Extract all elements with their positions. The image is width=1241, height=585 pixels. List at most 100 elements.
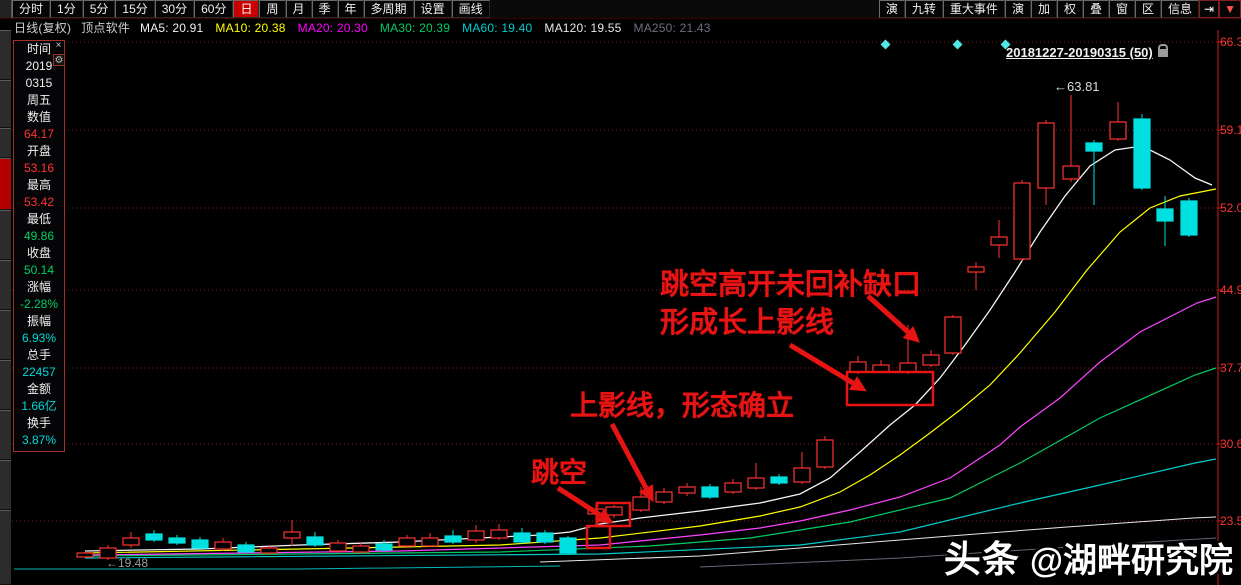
period-toolbar: 分时 1分 5分 15分 30分 60分日周月季年多周期 设置 画线 演九转 重大事件演加权叠窗… [0, 0, 1241, 19]
tool-button-权[interactable]: 权 [1056, 0, 1083, 18]
quote-row: 振幅 [26, 314, 51, 328]
candle-body [678, 486, 696, 494]
annotation-arrow [556, 485, 602, 518]
annotation-arrowhead [595, 508, 614, 524]
candle-body [283, 531, 301, 539]
edge-strip-segment[interactable] [0, 80, 11, 128]
edge-strip-segment[interactable] [0, 30, 11, 80]
tool-buttons: 演九转 重大事件演加权叠窗区信息 [878, 0, 1200, 18]
candle-body [724, 482, 742, 493]
axis-tick-label: 52.0 [1220, 201, 1241, 215]
quote-row: 数值 [26, 110, 51, 124]
candle-body [747, 477, 765, 489]
candle-body [421, 537, 439, 547]
period-button-多周期[interactable]: 多周期 [363, 0, 414, 18]
quote-rows: 时间 2019 0315 周五 数值 64.17 开盘 53.16 最高 53.42 最低 49.86… [14, 41, 64, 449]
candle-body [1013, 182, 1031, 260]
candle-body [1085, 142, 1103, 152]
close-icon[interactable]: × [55, 40, 62, 51]
edge-strip-active-segment[interactable] [0, 158, 11, 210]
quote-row: 2019 [25, 59, 53, 73]
axis-tick-label: 44.9 [1220, 283, 1241, 297]
edge-strip-segment[interactable] [0, 210, 11, 260]
axis-tick-label: 37.7 [1220, 361, 1241, 375]
edge-strip-segment[interactable] [0, 260, 11, 310]
period-button-1分[interactable]: 1分 [50, 0, 83, 18]
annotation-arrow [788, 342, 855, 386]
left-edge-strip[interactable] [0, 30, 11, 585]
diamond-marker [952, 39, 963, 50]
watermark-handle: @湖畔研究院 [1029, 542, 1233, 580]
edge-strip-segment[interactable] [0, 410, 11, 460]
chart-title: 日线(复权) [14, 21, 72, 35]
edge-strip-segment[interactable] [0, 360, 11, 410]
tool-button-窗[interactable]: 窗 [1109, 0, 1136, 18]
watermark-brand: 头条 [943, 539, 1020, 580]
gear-icon[interactable]: ⚙ [53, 54, 65, 66]
tool-button-演[interactable]: 演 [878, 0, 905, 18]
tool-button-加[interactable]: 加 [1030, 0, 1057, 18]
period-button-设置[interactable]: 设置 [413, 0, 452, 18]
tool-button-演[interactable]: 演 [1004, 0, 1031, 18]
edge-strip-segment[interactable] [0, 460, 11, 510]
ma-value: MA10: 20.38 [215, 20, 286, 35]
candle-body [99, 547, 117, 559]
quote-row: 0315 [25, 76, 53, 90]
quote-row: 金额 [26, 382, 51, 396]
axis-tick-label: 66.3 [1220, 35, 1241, 49]
period-button-年[interactable]: 年 [337, 0, 364, 18]
period-button-月[interactable]: 月 [285, 0, 312, 18]
period-button-分时[interactable]: 分时 [12, 0, 51, 18]
quote-row: 6.93% [21, 331, 57, 345]
candle-body [490, 529, 508, 539]
tool-button-区[interactable]: 区 [1135, 0, 1162, 18]
tool-button-重大事件[interactable]: 重大事件 [942, 0, 1005, 18]
period-button-日[interactable]: 日 [233, 0, 260, 18]
annotation-arrowhead [638, 484, 654, 503]
edge-strip-segment[interactable] [0, 310, 11, 360]
candle-body [990, 236, 1008, 246]
candle-body [76, 552, 94, 558]
ma-value: MA30: 20.39 [379, 20, 451, 35]
ma-value: MA5: 20.91 [140, 20, 204, 35]
period-button-季[interactable]: 季 [311, 0, 338, 18]
candle-body [967, 266, 985, 273]
ma-value: MA20: 20.30 [297, 20, 368, 35]
edge-strip-segment[interactable] [0, 128, 11, 158]
candle-body [632, 496, 650, 511]
date-range-label[interactable]: 20181227-20190315 (50) [1006, 44, 1168, 60]
candle-body [922, 354, 940, 366]
candle-body [605, 506, 623, 516]
period-button-15分[interactable]: 15分 [115, 0, 155, 18]
period-button-30分[interactable]: 30分 [154, 0, 195, 18]
candle-body [793, 467, 811, 483]
period-button-5分[interactable]: 5分 [82, 0, 116, 18]
quote-row: 53.16 [23, 161, 55, 175]
period-buttons: 分时 1分 5分 15分 30分 60分日周月季年多周期 设置 画线 [12, 0, 490, 18]
quote-row: 换手 [26, 416, 51, 430]
quote-info-panel[interactable]: 时间 2019 0315 周五 数值 64.17 开盘 53.16 最高 53.42 最低 49.86… [13, 40, 65, 452]
candle-body [655, 491, 673, 503]
annotation-gap: 跳空 [531, 457, 588, 488]
tool-button-信息[interactable]: 信息 [1161, 0, 1200, 18]
tab-right-icon[interactable]: ⇥ [1199, 0, 1220, 18]
annotation-gap-open: 跳空高开未回补缺口 形成长上影线 [660, 269, 922, 339]
quote-row: 开盘 [26, 144, 51, 158]
tool-button-九转[interactable]: 九转 [904, 0, 943, 18]
candle-body [944, 316, 962, 354]
candle-body [1037, 122, 1055, 189]
candle-body [1133, 118, 1151, 189]
period-button-周[interactable]: 周 [259, 0, 286, 18]
annotation-box [845, 370, 935, 407]
vendor-label: 顶点软件 [81, 21, 131, 35]
lock-icon[interactable] [1157, 44, 1168, 57]
quote-row: 周五 [26, 93, 51, 107]
tool-button-叠[interactable]: 叠 [1082, 0, 1109, 18]
ma10-line [84, 188, 1217, 554]
axis-tick-label: 23.5 [1220, 514, 1241, 528]
candle-body [260, 547, 278, 554]
quote-row: 64.17 [23, 127, 55, 141]
period-button-60分[interactable]: 60分 [194, 0, 234, 18]
period-button-画线[interactable]: 画线 [451, 0, 490, 18]
